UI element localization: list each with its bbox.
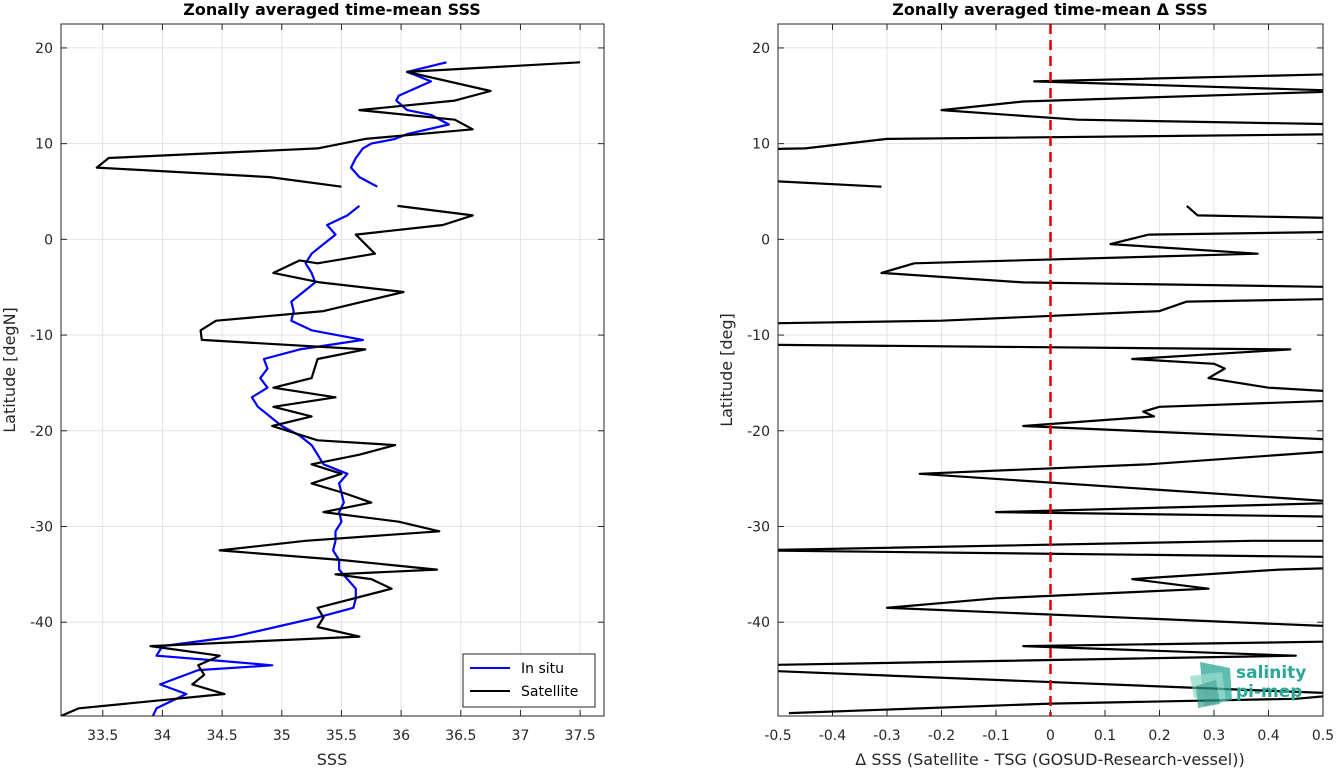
x-tick-label: 35	[273, 728, 291, 744]
series-line-s0	[778, 640, 1323, 666]
logo-text-line1: salinity	[1236, 663, 1306, 683]
x-tick-label: -0.4	[819, 728, 846, 744]
x-tick-label: -0.5	[764, 728, 791, 744]
x-tick-label: 36	[392, 728, 410, 744]
legend-label-in-situ: In situ	[521, 661, 564, 677]
tick-labels: -0.5 -0.4 -0.3 -0.2 -0.1 0 0.1 0.2 0.3 0.4 0.5 20 10…	[747, 24, 1334, 744]
x-tick-label: 36.5	[445, 728, 476, 744]
series-line-satellite	[61, 204, 474, 716]
delta-sss-panel: Zonally averaged time-mean Δ SSS -0.5 -0.…	[717, 0, 1334, 769]
x-tick-label: 0.5	[1312, 728, 1334, 744]
x-tick-label: 0.3	[1203, 728, 1225, 744]
y-tick-label: 10	[752, 137, 770, 153]
y-tick-label: -10	[30, 328, 53, 344]
series-line-s0	[1022, 399, 1323, 441]
x-tick-label: 37.5	[565, 728, 596, 744]
y-tick-label: -40	[30, 615, 53, 631]
y-axis-label: Latitude [deg]	[717, 313, 736, 427]
series-line-s0	[778, 298, 1323, 325]
x-tick-label: 35.5	[326, 728, 357, 744]
axes-frame	[60, 23, 605, 717]
axes-frame	[777, 23, 1324, 717]
tick-labels: 33.5 34 34.5 35 35.5 36 36.5 37 37.5 20 10 0 -10 -20 -…	[30, 24, 604, 744]
salinity-pimep-logo: salinity pi-mep	[1190, 662, 1306, 708]
series-line-satellite	[95, 61, 581, 188]
series-line-s0	[918, 450, 1323, 518]
y-tick-label: 10	[35, 137, 53, 153]
legend-label-satellite: Satellite	[521, 684, 578, 700]
x-tick-label: 37	[512, 728, 530, 744]
x-tick-label: -0.3	[873, 728, 900, 744]
x-tick-label: 34.5	[207, 728, 238, 744]
x-tick-label: 33.5	[87, 728, 118, 744]
x-tick-label: 0.2	[1148, 728, 1170, 744]
y-tick-label: 20	[752, 41, 770, 57]
series-line-s0	[1186, 205, 1323, 219]
x-tick-label: 0.4	[1257, 728, 1279, 744]
x-tick-label: -0.1	[982, 728, 1009, 744]
series-line-s0	[885, 567, 1323, 627]
x-tick-label: 0	[1046, 728, 1055, 744]
y-tick-label: 20	[35, 41, 53, 57]
x-axis-label: SSS	[317, 750, 347, 769]
data-lines	[61, 61, 581, 716]
series-line-in-situ	[349, 61, 450, 188]
wave-logo-icon	[1190, 662, 1232, 708]
series-line-in-situ	[151, 205, 364, 716]
x-tick-label: 0.1	[1094, 728, 1116, 744]
x-tick-label: -0.2	[928, 728, 955, 744]
series-line-s0	[880, 230, 1323, 288]
y-tick-label: -30	[30, 519, 53, 535]
y-tick-label: -10	[747, 328, 770, 344]
chart-title: Zonally averaged time-mean SSS	[183, 0, 481, 19]
y-tick-label: -20	[30, 424, 53, 440]
x-tick-label: 34	[154, 728, 172, 744]
sss-panel: Zonally averaged time-mean SSS 33.5 34 34.…	[0, 0, 605, 769]
y-tick-label: 0	[761, 232, 770, 248]
y-tick-label: -40	[747, 615, 770, 631]
series-line-s0	[778, 343, 1323, 392]
y-tick-label: -30	[747, 519, 770, 535]
y-axis-label: Latitude [degN]	[0, 307, 19, 433]
x-axis-label: Δ SSS (Satellite - TSG (GOSUD-Research-v…	[855, 750, 1244, 769]
series-line-s0	[778, 670, 1323, 715]
series-line-s0	[940, 73, 1323, 126]
legend: In situ Satellite	[462, 653, 596, 708]
logo-text-line2: pi-mep	[1236, 682, 1302, 702]
grid-lines	[61, 24, 604, 716]
series-line-s0	[778, 180, 882, 188]
y-tick-label: -20	[747, 424, 770, 440]
chart-title: Zonally averaged time-mean Δ SSS	[892, 0, 1208, 19]
y-tick-label: 0	[44, 232, 53, 248]
